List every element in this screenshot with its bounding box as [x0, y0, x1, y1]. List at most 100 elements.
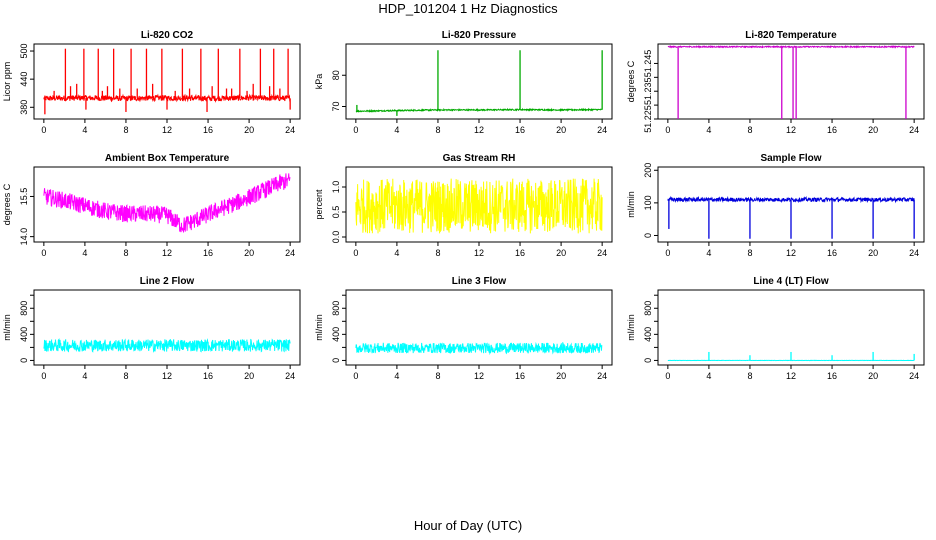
y-tick-label: 51.235 [643, 77, 653, 105]
y-tick-label: 0 [331, 358, 341, 363]
x-tick-label: 4 [706, 125, 711, 135]
y-tick-label: 400 [331, 327, 341, 342]
series-line [355, 178, 603, 234]
plot-frame [33, 289, 301, 366]
chart-title: Line 4 (LT) Flow [753, 276, 829, 287]
y-axis-label: ml/min [2, 314, 12, 341]
y-tick-label: 800 [643, 301, 653, 316]
x-tick-label: 0 [41, 125, 46, 135]
chart-title: Line 3 Flow [452, 276, 507, 287]
chart-title: Ambient Box Temperature [105, 153, 230, 164]
y-tick-label: 800 [19, 301, 29, 316]
series-line [667, 44, 915, 49]
x-tick-label: 8 [435, 371, 440, 381]
plot-frame [345, 289, 613, 366]
series-line [43, 338, 291, 353]
x-tick-label: 4 [706, 371, 711, 381]
x-tick-label: 20 [868, 125, 878, 135]
y-tick-label: 15.5 [19, 188, 29, 206]
chart-title: Gas Stream RH [443, 153, 516, 164]
x-tick-label: 8 [123, 371, 128, 381]
x-tick-label: 16 [203, 371, 213, 381]
x-tick-label: 20 [244, 248, 254, 258]
series-line [355, 341, 603, 356]
page-title: HDP_101204 1 Hz Diagnostics [378, 1, 558, 16]
x-tick-label: 0 [41, 248, 46, 258]
chart-sample-flow: Sample Flow ml/min 0 4 8 12 16 20 24 0 100 200 [626, 153, 925, 258]
y-axis-label: degrees C [626, 60, 636, 102]
x-tick-label: 4 [82, 371, 87, 381]
y-tick-label: 51.245 [643, 50, 653, 78]
chart-line-4-lt-flow: Line 4 (LT) Flow ml/min 0 4 8 12 16 20 24 0 400 800 [626, 276, 925, 381]
y-tick-label: 800 [331, 301, 341, 316]
x-tick-label: 4 [82, 125, 87, 135]
x-tick-label: 0 [41, 371, 46, 381]
x-tick-label: 16 [827, 125, 837, 135]
x-tick-label: 4 [394, 248, 399, 258]
chart-title: Li-820 Temperature [745, 30, 837, 41]
x-tick-label: 20 [556, 248, 566, 258]
x-tick-label: 12 [474, 125, 484, 135]
y-axis-label: percent [314, 189, 324, 220]
x-tick-label: 24 [285, 371, 295, 381]
y-axis-label: ml/min [626, 314, 636, 341]
chart-title: Li-820 Pressure [442, 30, 517, 41]
x-tick-label: 8 [123, 248, 128, 258]
y-tick-label: 0 [19, 358, 29, 363]
x-tick-label: 4 [394, 371, 399, 381]
x-tick-label: 4 [82, 248, 87, 258]
x-tick-label: 24 [285, 248, 295, 258]
x-tick-label: 0 [353, 371, 358, 381]
x-tick-label: 20 [244, 125, 254, 135]
chart-li-820-temperature: Li-820 Temperature degrees C 0 4 8 12 16 20 24 51… [626, 30, 925, 135]
y-axis-label: kPa [314, 74, 324, 90]
x-tick-label: 24 [597, 248, 607, 258]
x-tick-label: 12 [786, 248, 796, 258]
x-tick-label: 12 [162, 125, 172, 135]
x-tick-label: 24 [597, 125, 607, 135]
series-line [355, 107, 603, 113]
chart-title: Li-820 CO2 [141, 30, 194, 41]
x-tick-label: 20 [868, 248, 878, 258]
x-tick-label: 12 [474, 248, 484, 258]
x-tick-label: 0 [665, 371, 670, 381]
x-tick-label: 20 [556, 371, 566, 381]
x-tick-label: 24 [285, 125, 295, 135]
chart-title: Sample Flow [760, 153, 821, 164]
y-tick-label: 0.5 [331, 206, 341, 219]
x-axis-caption: Hour of Day (UTC) [413, 518, 523, 533]
series-line [43, 93, 291, 103]
x-tick-label: 0 [665, 125, 670, 135]
y-tick-label: 400 [643, 327, 653, 342]
series-line [43, 173, 291, 233]
chart-li-820-pressure: Li-820 Pressure kPa 0 4 8 12 16 20 24 70 80 [314, 30, 613, 135]
y-tick-label: 440 [19, 72, 29, 87]
x-tick-label: 8 [435, 248, 440, 258]
x-tick-label: 0 [353, 248, 358, 258]
x-tick-label: 12 [474, 371, 484, 381]
x-tick-label: 20 [244, 371, 254, 381]
y-tick-label: 70 [331, 101, 341, 111]
y-tick-label: 0.0 [331, 231, 341, 244]
x-tick-label: 0 [353, 125, 358, 135]
y-axis-label: ml/min [626, 191, 636, 218]
y-tick-label: 200 [643, 163, 653, 178]
x-tick-label: 12 [786, 125, 796, 135]
y-axis-label: Licor ppm [2, 62, 12, 102]
x-tick-label: 8 [747, 371, 752, 381]
x-tick-label: 16 [827, 248, 837, 258]
y-tick-label: 380 [19, 100, 29, 115]
x-tick-label: 24 [909, 371, 919, 381]
chart-line-3-flow: Line 3 Flow ml/min 0 4 8 12 16 20 24 0 400 800 [314, 276, 613, 381]
x-tick-label: 8 [435, 125, 440, 135]
y-tick-label: 100 [643, 195, 653, 210]
y-tick-label: 500 [19, 44, 29, 59]
x-tick-label: 8 [123, 125, 128, 135]
y-tick-label: 80 [331, 70, 341, 80]
x-tick-label: 16 [515, 125, 525, 135]
x-tick-label: 12 [786, 371, 796, 381]
plot-frame [657, 43, 925, 120]
x-tick-label: 24 [909, 125, 919, 135]
chart-ambient-box-temperature: Ambient Box Temperature degrees C 0 4 8 12 16 2… [2, 153, 301, 258]
